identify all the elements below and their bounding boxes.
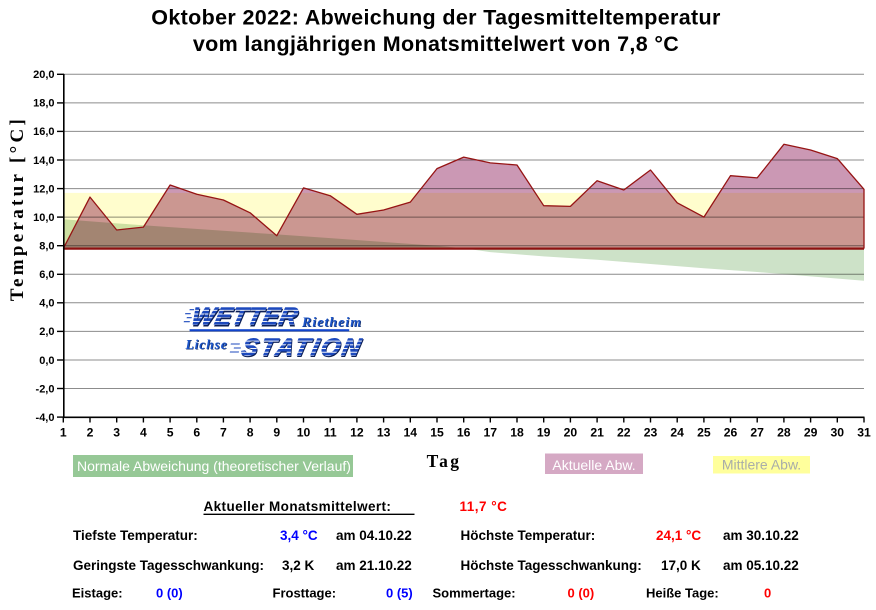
- svg-text:STATION: STATION: [239, 336, 366, 363]
- svg-text:12: 12: [350, 426, 364, 440]
- svg-text:Rietheim: Rietheim: [302, 316, 363, 331]
- svg-text:Höchste Tagesschwankung:: Höchste Tagesschwankung:: [461, 558, 642, 573]
- svg-text:18,0: 18,0: [33, 98, 54, 110]
- svg-text:2: 2: [87, 426, 94, 440]
- svg-text:6,0: 6,0: [39, 269, 54, 281]
- svg-text:Tiefste Temperatur:: Tiefste Temperatur:: [73, 528, 198, 543]
- svg-text:8,0: 8,0: [39, 241, 54, 253]
- svg-text:Geringste Tagesschwankung:: Geringste Tagesschwankung:: [73, 558, 264, 573]
- svg-text:24: 24: [670, 426, 684, 440]
- svg-text:2,0: 2,0: [39, 326, 54, 338]
- svg-text:Normale Abweichung (theoretisc: Normale Abweichung (theoretischer Verlau…: [77, 458, 351, 474]
- svg-text:Temperatur [°C]: Temperatur [°C]: [7, 116, 28, 301]
- svg-text:28: 28: [777, 426, 791, 440]
- svg-text:16: 16: [457, 426, 471, 440]
- svg-text:am 21.10.22: am 21.10.22: [336, 558, 412, 573]
- svg-text:20,0: 20,0: [33, 69, 54, 81]
- svg-text:23: 23: [644, 426, 658, 440]
- svg-text:21: 21: [590, 426, 604, 440]
- svg-text:Sommertage:: Sommertage:: [433, 586, 516, 601]
- svg-text:am 04.10.22: am 04.10.22: [336, 528, 412, 543]
- svg-text:am 30.10.22: am 30.10.22: [723, 528, 799, 543]
- svg-text:11,7 °C: 11,7 °C: [460, 499, 508, 514]
- svg-text:-2,0: -2,0: [36, 383, 55, 395]
- svg-text:1: 1: [60, 426, 67, 440]
- svg-text:11: 11: [324, 426, 337, 440]
- svg-text:17: 17: [484, 426, 498, 440]
- svg-text:27: 27: [750, 426, 764, 440]
- svg-text:10: 10: [297, 426, 311, 440]
- svg-text:25: 25: [697, 426, 711, 440]
- svg-text:15: 15: [430, 426, 444, 440]
- svg-text:16,0: 16,0: [33, 126, 54, 138]
- svg-text:WETTER: WETTER: [189, 304, 301, 331]
- svg-text:7: 7: [220, 426, 227, 440]
- svg-text:8: 8: [247, 426, 254, 440]
- svg-text:12,0: 12,0: [33, 183, 54, 195]
- svg-text:14,0: 14,0: [33, 155, 54, 167]
- svg-text:0 (0): 0 (0): [156, 586, 183, 601]
- svg-text:Eistage:: Eistage:: [72, 586, 123, 601]
- svg-text:13: 13: [377, 426, 391, 440]
- svg-text:24,1 °C: 24,1 °C: [656, 528, 701, 543]
- svg-text:14: 14: [404, 426, 418, 440]
- svg-text:Aktuelle Abw.: Aktuelle Abw.: [552, 457, 635, 473]
- svg-text:30: 30: [831, 426, 845, 440]
- svg-text:STATION: STATION: [239, 335, 366, 362]
- svg-text:Tag: Tag: [427, 451, 462, 471]
- svg-text:18: 18: [510, 426, 524, 440]
- svg-text:Rietheim: Rietheim: [301, 316, 362, 331]
- svg-text:19: 19: [537, 426, 551, 440]
- svg-text:Höchste Temperatur:: Höchste Temperatur:: [461, 528, 596, 543]
- svg-text:26: 26: [724, 426, 738, 440]
- svg-text:9: 9: [273, 426, 280, 440]
- svg-text:Heiße Tage:: Heiße Tage:: [646, 586, 719, 601]
- svg-text:Frosttage:: Frosttage:: [273, 586, 337, 601]
- svg-text:Mittlere Abw.: Mittlere Abw.: [722, 457, 801, 473]
- svg-text:WETTER: WETTER: [189, 305, 301, 332]
- svg-text:20: 20: [564, 426, 578, 440]
- svg-text:3,4 °C: 3,4 °C: [280, 528, 318, 543]
- svg-text:Oktober 2022: Abweichung der T: Oktober 2022: Abweichung der Tagesmittel…: [151, 5, 721, 29]
- svg-text:10,0: 10,0: [33, 212, 54, 224]
- svg-text:0,0: 0,0: [39, 355, 54, 367]
- svg-text:0 (0): 0 (0): [568, 586, 595, 601]
- svg-text:3,2 K: 3,2 K: [282, 558, 315, 573]
- svg-text:6: 6: [193, 426, 200, 440]
- svg-text:Lichse: Lichse: [185, 337, 228, 352]
- svg-text:-4,0: -4,0: [36, 412, 55, 424]
- svg-text:31: 31: [857, 426, 871, 440]
- svg-text:0 (5): 0 (5): [386, 586, 413, 601]
- svg-text:3: 3: [113, 426, 120, 440]
- svg-text:29: 29: [804, 426, 818, 440]
- svg-text:5: 5: [167, 426, 174, 440]
- svg-text:17,0 K: 17,0 K: [661, 558, 701, 573]
- svg-text:Lichse: Lichse: [185, 338, 228, 353]
- svg-text:4,0: 4,0: [39, 298, 54, 310]
- svg-text:am 05.10.22: am 05.10.22: [723, 558, 799, 573]
- svg-text:Aktueller Monatsmittelwert:: Aktueller Monatsmittelwert:: [204, 499, 392, 514]
- svg-text:22: 22: [617, 426, 631, 440]
- svg-text:4: 4: [140, 426, 147, 440]
- svg-text:0: 0: [764, 586, 771, 601]
- svg-text:vom langjährigen Monatsmittelw: vom langjährigen Monatsmittelwert von 7,…: [193, 32, 679, 56]
